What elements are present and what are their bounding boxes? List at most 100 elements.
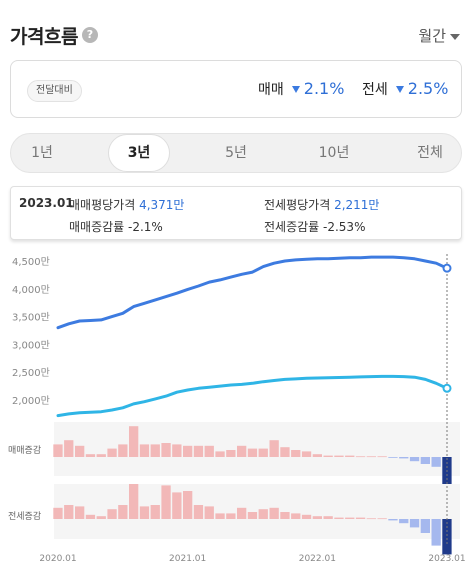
change-bar bbox=[366, 456, 376, 458]
tooltip-jeonse-price-label: 전세평당가격 bbox=[264, 198, 331, 212]
change-bar bbox=[183, 445, 193, 457]
tooltip-maemae-price-label: 매매평당가격 bbox=[69, 198, 136, 212]
change-bar bbox=[399, 519, 409, 524]
tooltip-jeonse-change: 전세증감률 -2.53% bbox=[264, 220, 366, 234]
change-bar bbox=[442, 519, 452, 555]
change-bar bbox=[355, 456, 366, 458]
change-bar bbox=[399, 457, 409, 459]
y-tick-label: 4,500만 bbox=[12, 256, 50, 268]
change-bar bbox=[129, 426, 139, 457]
change-summary: 전달대비 매매 2.1% 전세 2.5% bbox=[10, 60, 462, 118]
series-line-maemae bbox=[56, 255, 449, 330]
change-bar bbox=[323, 516, 333, 519]
change-bar bbox=[237, 507, 247, 519]
x-tick-label: 2022.01 bbox=[299, 554, 336, 564]
change-bar bbox=[53, 507, 63, 519]
change-bar bbox=[75, 445, 85, 457]
tab-1y[interactable]: 1년 bbox=[31, 145, 53, 161]
x-tick-label: 2021.01 bbox=[169, 554, 206, 564]
change-bar bbox=[258, 509, 268, 519]
change-panel-label: 전세증감 bbox=[8, 510, 41, 522]
caret-down-icon bbox=[450, 33, 460, 40]
change-bar bbox=[269, 440, 279, 457]
change-bar bbox=[409, 519, 420, 528]
x-tick-label: 2023.01 bbox=[428, 554, 465, 564]
compare-badge: 전달대비 bbox=[27, 80, 82, 102]
change-bar bbox=[280, 512, 290, 519]
maemae-label: 매매 bbox=[258, 82, 284, 98]
period-dropdown-label: 월간 bbox=[418, 27, 446, 45]
change-bar bbox=[204, 506, 214, 519]
change-bar bbox=[64, 440, 74, 457]
tab-all[interactable]: 전체 bbox=[417, 145, 443, 161]
change-bar bbox=[118, 444, 128, 457]
change-bar bbox=[96, 516, 106, 519]
y-tick-label: 4,000만 bbox=[12, 284, 50, 296]
change-bar bbox=[247, 448, 258, 457]
tab-10y[interactable]: 10년 bbox=[318, 145, 350, 161]
change-bar bbox=[431, 457, 441, 467]
change-bar bbox=[85, 514, 96, 519]
jeonse-change-value: 2.5% bbox=[407, 79, 449, 98]
down-arrow-icon bbox=[291, 85, 300, 93]
change-bar bbox=[161, 443, 171, 457]
y-tick-label: 3,000만 bbox=[12, 339, 50, 351]
price-chart[interactable]: 4,500만 4,000만 3,500만 3,000만 2,500만 2,000만매매증감… bbox=[0, 248, 467, 574]
change-bar bbox=[129, 484, 139, 519]
change-panel-label: 매매증감 bbox=[8, 444, 41, 456]
tooltip-maemae-change: 매매증감률 -2.1% bbox=[69, 220, 163, 234]
tooltip-maemae-price: 매매평당가격 4,371만 bbox=[69, 196, 184, 213]
change-bar bbox=[334, 455, 344, 457]
change-bar bbox=[291, 513, 301, 519]
change-bar bbox=[409, 457, 420, 462]
change-bar bbox=[118, 505, 128, 519]
tab-3y[interactable]: 3년 bbox=[108, 134, 170, 172]
change-bar bbox=[334, 517, 344, 519]
change-bar bbox=[258, 448, 268, 457]
chart-tooltip: 2023.01 매매평당가격 4,371만 전세평당가격 2,211만 매매증감… bbox=[10, 186, 462, 240]
change-bar bbox=[301, 514, 312, 519]
price-flow-header: 가격흐름 ? 월간 bbox=[10, 22, 460, 50]
change-bar bbox=[237, 445, 247, 457]
change-bar bbox=[323, 455, 333, 457]
x-tick-label: 2020.01 bbox=[39, 554, 76, 564]
change-bar bbox=[388, 457, 398, 458]
maemae-change-value: 2.1% bbox=[303, 79, 345, 98]
change-bar bbox=[64, 505, 74, 519]
series-line-jeonse bbox=[56, 374, 449, 418]
change-bar bbox=[107, 509, 117, 519]
change-bar bbox=[107, 448, 117, 457]
page-title: 가격흐름 bbox=[10, 26, 78, 48]
change-bar bbox=[226, 450, 236, 457]
change-bar bbox=[215, 451, 225, 457]
change-bar bbox=[301, 451, 312, 457]
help-icon[interactable]: ? bbox=[82, 27, 98, 43]
change-bar bbox=[204, 445, 214, 457]
tab-5y[interactable]: 5년 bbox=[225, 145, 247, 161]
change-bar bbox=[139, 506, 150, 519]
change-bar bbox=[193, 445, 204, 457]
tooltip-jeonse-price-value: 2,211만 bbox=[334, 198, 380, 212]
change-bar bbox=[75, 506, 85, 519]
change-bar bbox=[431, 519, 441, 546]
change-bar bbox=[150, 444, 160, 457]
period-dropdown[interactable]: 월간 bbox=[418, 25, 460, 46]
change-bar bbox=[377, 456, 387, 458]
change-bar bbox=[280, 447, 290, 457]
change-bar bbox=[226, 513, 236, 519]
change-bar bbox=[85, 454, 96, 457]
period-tabs: 1년 3년 5년 10년 전체 bbox=[10, 133, 462, 173]
change-bar bbox=[183, 491, 193, 519]
change-bar bbox=[388, 519, 398, 521]
change-bar bbox=[269, 507, 279, 519]
change-bar bbox=[139, 444, 150, 457]
change-bar bbox=[345, 455, 355, 457]
change-bar bbox=[96, 454, 106, 457]
change-bar bbox=[377, 518, 387, 520]
change-bar bbox=[312, 454, 322, 457]
tooltip-date: 2023.01 bbox=[19, 196, 74, 210]
change-bar bbox=[247, 512, 258, 519]
end-point-marker-jeonse bbox=[442, 383, 452, 393]
down-arrow-icon bbox=[395, 85, 404, 93]
change-bar bbox=[355, 517, 366, 519]
